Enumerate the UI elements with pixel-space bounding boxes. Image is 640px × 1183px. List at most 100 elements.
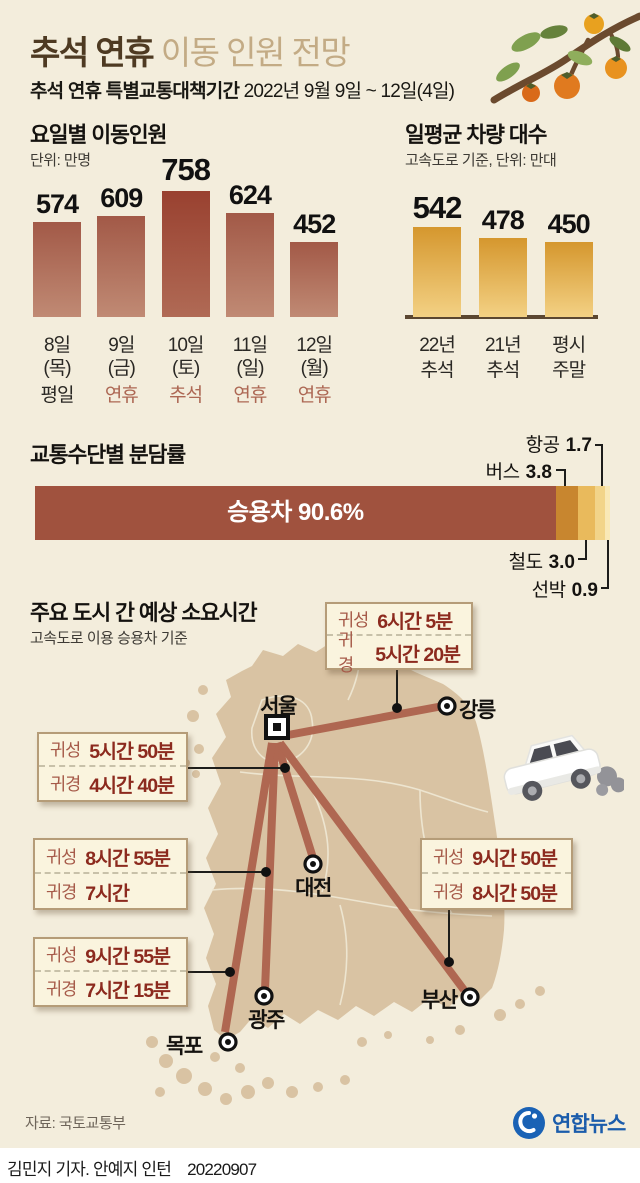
bar-value-758: 758 (161, 152, 211, 188)
gwangju-gwiseong-time: 8시간 55분 (85, 847, 171, 870)
axis-line1-21년: 21년 (484, 335, 522, 356)
byline-date: 20220907 (187, 1160, 257, 1179)
bar-value-450: 450 (547, 209, 591, 240)
segment-승용차 (35, 486, 556, 540)
segment-항공 (594, 486, 605, 540)
leader-lines (188, 668, 450, 973)
bar-value-609: 609 (100, 182, 143, 213)
callout-bus-value: 3.8 (525, 462, 552, 483)
vehicle-chart-title: 일평균 차량 대수 (405, 123, 547, 147)
callout-ship-label: 선박 (531, 580, 566, 601)
page-subtitle: 추석 연휴 특별교통대책기간 2022년 9월 9일 ~ 12일(4일) (30, 76, 455, 103)
axis-line2-주말: 주말 (552, 360, 586, 381)
daily-movement-chart-title: 요일별 이동인원 (30, 123, 167, 147)
route-gangneung (287, 702, 444, 739)
mokpo-gwigyeong-time: 7시간 15분 (85, 980, 171, 1002)
vehicle-chart-unit: 고속도로 기준, 단위: 만대 (405, 152, 557, 169)
busan-gwigyeong-row: 귀경 8시간 50분 (422, 874, 571, 908)
bar-daily-10일 (161, 191, 210, 317)
axis-line1-평시: 평시 (552, 335, 586, 356)
gwigyeong-label: 귀경 (50, 774, 81, 794)
yonhap-logo: 연합뉴스 (512, 1106, 626, 1140)
travel-time-box-mokpo: 귀성 9시간 55분 귀경 7시간 15분 (33, 937, 188, 1007)
gangneung-gwigyeong-row: 귀경 5시간 20분 (327, 630, 471, 675)
route-daejeon (273, 741, 317, 860)
gwigyeong-label: 귀경 (433, 881, 464, 902)
gwiseong-label: 귀성 (338, 609, 369, 630)
segment-철도 (577, 486, 595, 540)
daejeon-gwiseong-time: 5시간 50분 (89, 741, 175, 763)
callout-ship-line-h (601, 587, 609, 589)
vehicle-chart-baseline (405, 315, 598, 319)
byline-names: 김민지 기자. 안예지 인턴 (7, 1160, 172, 1179)
callout-rail: 철도 3.0 (443, 547, 575, 574)
gangneung-gwiseong-row: 귀성 6시간 5분 (327, 604, 471, 636)
daejeon-gwigyeong-row: 귀경 4시간 40분 (39, 767, 186, 800)
gwigyeong-label: 귀경 (46, 881, 77, 902)
axis-date-9일: 9일 (108, 335, 135, 356)
page-subtitle-strong: 추석 연휴 특별교통대책기간 (30, 81, 240, 102)
segment-선박 (604, 486, 610, 540)
bar-daily-8일 (33, 221, 81, 317)
byline: 김민지 기자. 안예지 인턴 20220907 (7, 1155, 257, 1180)
persimmon-branch-icon (490, 12, 640, 104)
callout-bus: 버스 3.8 (420, 457, 552, 484)
gwiseong-label: 귀성 (50, 740, 81, 760)
bar-value-624: 624 (228, 180, 272, 211)
callout-ship-line-v (607, 540, 609, 589)
page-title: 추석 연휴 이동 인원 전망 (30, 26, 351, 74)
callout-ship-value: 0.9 (571, 580, 598, 601)
byline-strip: 김민지 기자. 안예지 인턴 20220907 (0, 1148, 640, 1183)
segment-버스 (555, 486, 578, 540)
city-marker-gangneung (437, 696, 457, 716)
axis-line1-22년: 22년 (419, 335, 456, 356)
callout-air-line-h (595, 444, 603, 446)
city-label-daejeon: 대전 (295, 877, 332, 900)
daejeon-gwiseong-row: 귀성 5시간 50분 (39, 734, 186, 767)
callout-air: 항공 1.7 (460, 430, 592, 457)
city-label-busan: 부산 (421, 989, 458, 1012)
map-subtitle: 고속도로 이용 승용차 기준 (30, 630, 188, 647)
segment-main-label: 승용차 90.6% (227, 499, 364, 526)
axis-line2-추석: 추석 (420, 360, 455, 381)
axis-tag-연휴: 연휴 (297, 385, 332, 406)
car-icon (503, 734, 624, 801)
axis-day-9일: (금) (107, 358, 136, 379)
city-label-gangneung: 강릉 (459, 699, 496, 722)
callout-ship: 선박 0.9 (466, 575, 598, 602)
city-marker-busan (460, 987, 480, 1007)
busan-gwigyeong-time: 8시간 50분 (472, 882, 558, 905)
mokpo-gwiseong-row: 귀성 9시간 55분 (35, 939, 186, 972)
city-marker-mokpo (218, 1032, 238, 1052)
source-text: 자료: 국토교통부 (25, 1115, 126, 1132)
city-marker-daejeon (303, 854, 323, 874)
callout-bus-line-v (564, 469, 566, 486)
yonhap-logo-text: 연합뉴스 (552, 1113, 626, 1136)
axis-day-12일: (월) (300, 358, 329, 379)
daily-movement-chart-unit: 단위: 만명 (30, 152, 91, 169)
bar-vehicle-21년 (478, 237, 527, 317)
axis-tag-연휴: 연휴 (233, 385, 267, 406)
city-label-mokpo: 목포 (166, 1035, 203, 1058)
callout-air-label: 항공 (525, 435, 560, 456)
bar-daily-12일 (290, 241, 339, 317)
bar-daily-9일 (97, 215, 146, 317)
mode-share-title: 교통수단별 분담률 (30, 443, 186, 467)
travel-time-box-daejeon: 귀성 5시간 50분 귀경 4시간 40분 (37, 732, 188, 802)
travel-time-box-gwangju: 귀성 8시간 55분 귀경 7시간 (33, 838, 188, 910)
city-label-gwangju: 광주 (248, 1009, 285, 1032)
city-label-seoul: 서울 (260, 695, 297, 718)
callout-air-value: 1.7 (565, 435, 592, 456)
daejeon-gwigyeong-time: 4시간 40분 (89, 775, 175, 797)
mokpo-gwigyeong-row: 귀경 7시간 15분 (35, 972, 186, 1005)
page-title-rest: 이동 인원 전망 (153, 34, 351, 71)
gangneung-gwiseong-time: 6시간 5분 (377, 610, 453, 633)
callout-rail-line-v (585, 540, 587, 560)
bar-value-574: 574 (35, 188, 79, 219)
gwangju-gwiseong-row: 귀성 8시간 55분 (35, 840, 186, 874)
bar-value-478: 478 (481, 204, 525, 235)
callout-air-line-v (601, 444, 603, 486)
gangneung-gwigyeong-time: 5시간 20분 (375, 643, 461, 666)
gwigyeong-label: 귀경 (46, 979, 77, 999)
